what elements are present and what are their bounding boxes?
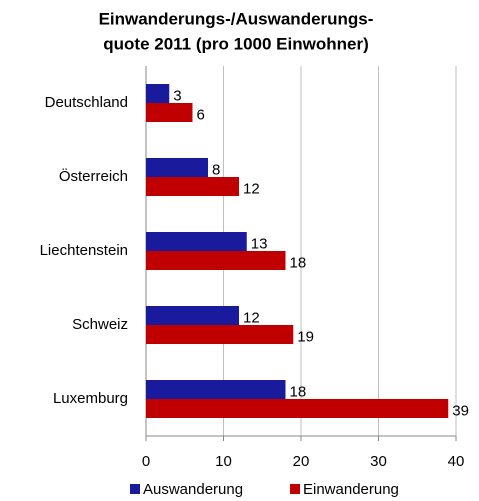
bar [146, 84, 170, 103]
chart-title: quote 2011 (pro 1000 Einwohner) [103, 34, 368, 53]
bar [146, 380, 286, 399]
bar [146, 177, 239, 196]
data-label: 3 [173, 87, 181, 104]
y-tick-label: Deutschland [45, 94, 128, 111]
legend-swatch [290, 484, 300, 494]
bar [146, 306, 239, 325]
x-tick-label: 40 [448, 453, 465, 470]
x-tick-label: 0 [142, 453, 150, 470]
y-tick-label: Liechtenstein [40, 242, 128, 259]
bar [146, 232, 247, 251]
data-label: 8 [212, 161, 220, 178]
data-label: 19 [297, 328, 314, 345]
bar [146, 325, 294, 344]
bar [146, 158, 208, 177]
data-label: 12 [243, 309, 260, 326]
data-label: 6 [197, 106, 205, 123]
x-tick-label: 30 [370, 453, 387, 470]
y-tick-label: Österreich [59, 167, 128, 185]
legend-label: Auswanderung [143, 481, 243, 498]
legend-swatch [130, 484, 140, 494]
chart-title: Einwanderungs-/Auswanderungs- [99, 9, 374, 28]
bar [146, 103, 193, 122]
bar [146, 399, 449, 418]
data-label: 18 [290, 383, 307, 400]
y-tick-label: Schweiz [72, 316, 128, 333]
x-tick-label: 10 [215, 453, 232, 470]
data-label: 13 [251, 235, 268, 252]
data-label: 18 [290, 254, 307, 271]
data-label: 39 [452, 402, 469, 419]
y-tick-label: Luxemburg [53, 390, 128, 407]
data-label: 12 [243, 180, 260, 197]
x-tick-label: 20 [293, 453, 310, 470]
legend-label: Einwanderung [303, 481, 399, 498]
bar [146, 251, 286, 270]
